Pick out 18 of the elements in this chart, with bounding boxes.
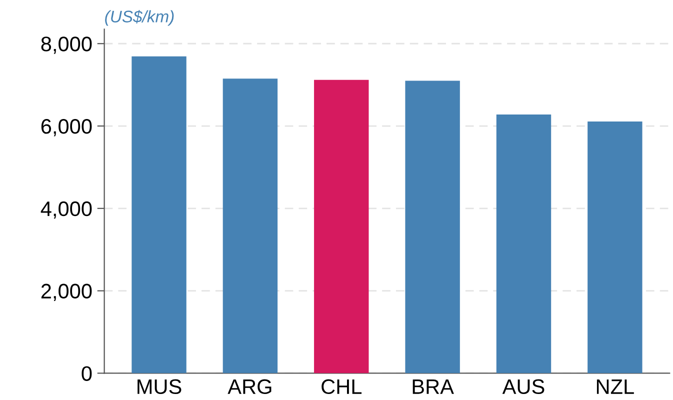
y-tick-label: 4,000: [40, 201, 92, 219]
y-tick-label: 2,000: [41, 284, 92, 302]
bar: [132, 56, 186, 374]
y-axis-title: (US$/km): [105, 10, 174, 26]
y-tick-label: 8,000: [41, 36, 92, 54]
x-tick-label: MUS: [138, 379, 182, 394]
x-tick-label: CHL: [322, 379, 362, 394]
x-tick-label: NZL: [596, 380, 634, 394]
bar: [314, 80, 369, 374]
x-tick-label: BRA: [412, 380, 454, 394]
y-tick-label: 6,000: [41, 119, 92, 136]
bar: [588, 121, 642, 374]
y-tick-label: 0: [82, 366, 92, 381]
x-tick-label: AUS: [502, 379, 544, 394]
bar: [405, 80, 460, 374]
bar: [496, 114, 552, 374]
bar: [222, 78, 278, 374]
x-tick-label: ARG: [228, 379, 272, 394]
